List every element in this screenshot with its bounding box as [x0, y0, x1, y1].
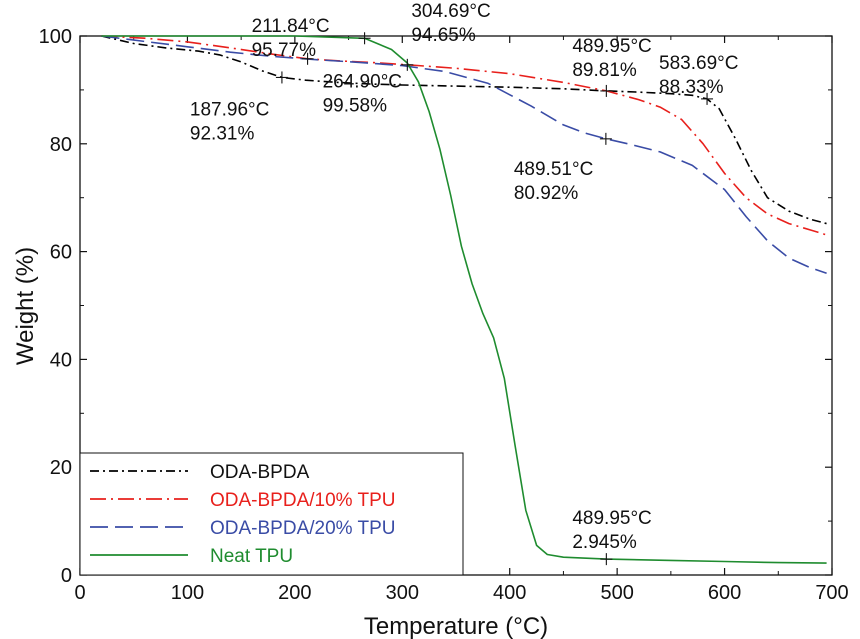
marker-layer: 187.96°C 92.31% 211.84°C 95.77% 264.90°C 99.5… — [190, 1, 738, 566]
x-tick-label: 300 — [386, 582, 419, 604]
annotation-pct: 88.33% — [659, 77, 724, 98]
annotation-temp: 489.95°C — [572, 36, 651, 57]
y-tick-label: 20 — [50, 457, 72, 479]
axes: 0 100 200 300 400 500 600 700 0 20 40 60 80 100 — [39, 26, 849, 604]
x-tick-label: 700 — [815, 582, 848, 604]
annotation-pct: 89.81% — [572, 60, 637, 81]
x-tick-label: 200 — [278, 582, 311, 604]
annotation-pct: 95.77% — [252, 40, 317, 61]
y-tick-label: 40 — [50, 349, 72, 371]
y-tick-label: 60 — [50, 242, 72, 264]
series-line-1 — [101, 35, 827, 225]
x-tick-label: 400 — [493, 582, 526, 604]
legend-label: ODA-BPDA — [210, 462, 310, 483]
annotation-temp: 304.69°C — [411, 1, 490, 22]
x-tick-label: 600 — [708, 582, 741, 604]
annotation-temp: 583.69°C — [659, 53, 738, 74]
annotation-temp: 211.84°C — [252, 16, 330, 37]
x-axis-title: Temperature (°C) — [364, 613, 548, 639]
annotation-temp: 264.90°C — [323, 71, 402, 92]
annotation-temp: 489.51°C — [514, 159, 593, 180]
legend-label: Neat TPU — [210, 546, 293, 567]
x-tick-label: 100 — [171, 582, 204, 604]
annotation-pct: 99.58% — [323, 95, 388, 116]
series-line-3 — [101, 35, 827, 274]
x-tick-label: 0 — [74, 582, 85, 604]
annotation-temp: 187.96°C — [190, 99, 269, 120]
annotation-pct: 94.65% — [411, 25, 476, 46]
legend: ODA-BPDA ODA-BPDA/10% TPU ODA-BPDA/20% TPU… — [79, 452, 464, 576]
annotation-pct: 2.945% — [572, 532, 637, 553]
y-axis-title: Weight (%) — [12, 247, 39, 365]
y-tick-label: 80 — [50, 134, 72, 156]
legend-label: ODA-BPDA/20% TPU — [210, 518, 395, 539]
legend-label: ODA-BPDA/10% TPU — [210, 490, 395, 511]
y-tick-label: 100 — [39, 26, 72, 48]
annotation-pct: 80.92% — [514, 183, 579, 204]
x-tick-label: 500 — [600, 582, 633, 604]
annotation-pct: 92.31% — [190, 123, 255, 144]
y-tick-label: 0 — [61, 565, 72, 587]
annotation-temp: 489.95°C — [572, 508, 651, 529]
